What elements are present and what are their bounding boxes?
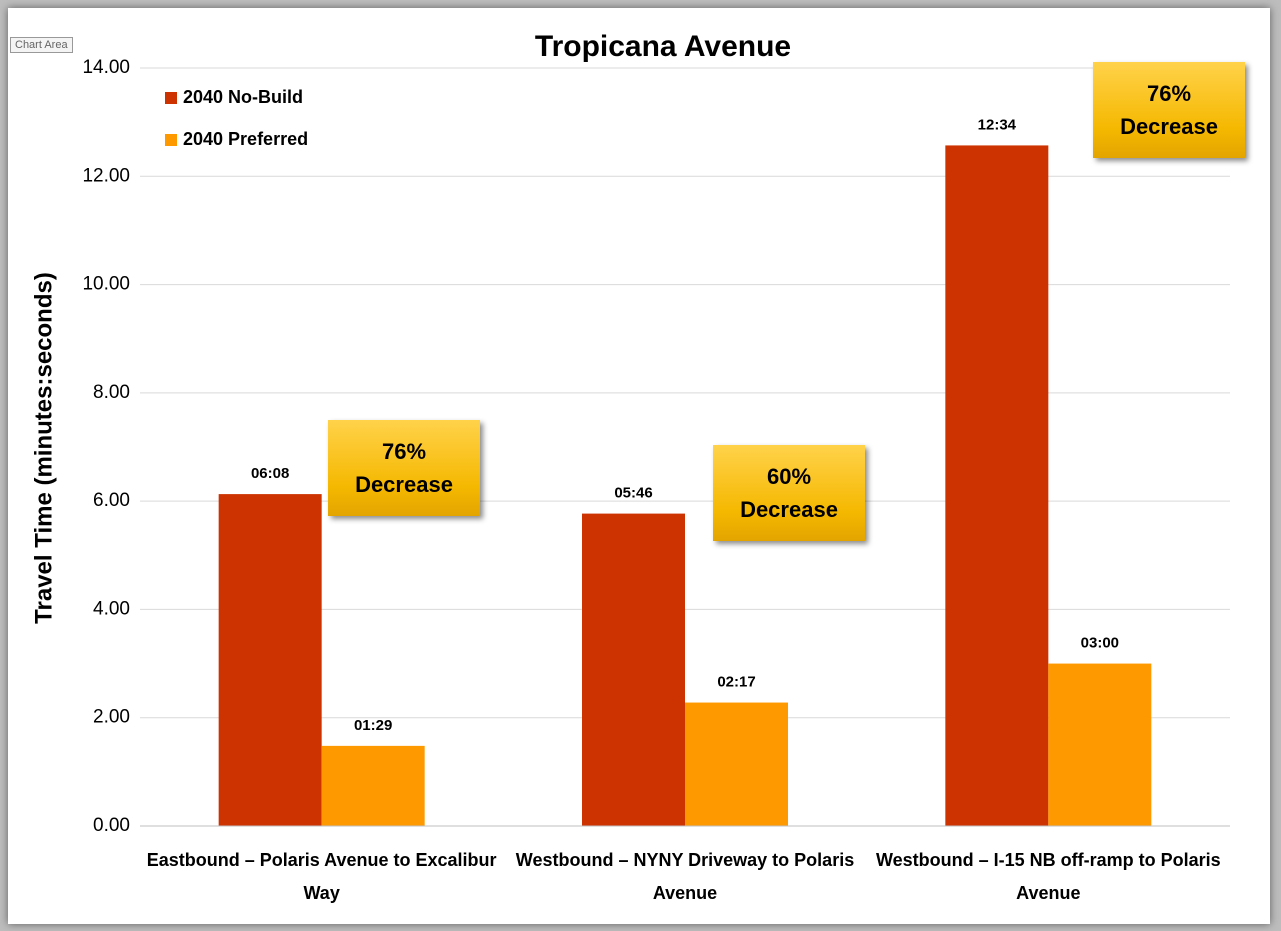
y-tick-label: 10.00	[82, 274, 130, 295]
y-tick-label: 12.00	[82, 165, 130, 186]
annotation: 60% Decrease	[713, 445, 865, 541]
y-tick-label: 14.00	[82, 57, 130, 78]
data-label: 06:08	[251, 465, 289, 482]
y-axis-label: Travel Time (minutes:seconds)	[30, 272, 57, 624]
x-tick-label: Westbound – I-15 NB off-ramp to Polaris …	[875, 850, 1221, 903]
annotation: 76% Decrease	[1093, 62, 1245, 158]
data-label: 03:00	[1081, 635, 1119, 652]
data-label: 01:29	[354, 717, 392, 734]
y-tick-label: 0.00	[93, 815, 130, 836]
bar	[582, 513, 685, 826]
legend-label: 2040 No-Build	[183, 87, 303, 107]
bar	[321, 745, 425, 826]
data-label: 02:17	[717, 674, 755, 691]
y-tick-label: 8.00	[93, 382, 130, 403]
chart-title: Tropicana Avenue	[535, 30, 791, 63]
bar	[685, 702, 788, 826]
legend-label: 2040 Preferred	[183, 129, 308, 149]
x-tick-label: Eastbound – Polaris Avenue to Excalibur …	[146, 850, 497, 903]
chart: Tropicana Avenue Travel Time (minutes:se…	[30, 30, 1230, 836]
annotation: 76% Decrease	[328, 420, 480, 516]
bar	[218, 494, 322, 826]
y-tick-label: 2.00	[93, 707, 130, 728]
chart-area: Tropicana Avenue Travel Time (minutes:se…	[8, 8, 1270, 924]
y-tick-label: 6.00	[93, 490, 130, 511]
legend-swatch	[165, 134, 177, 146]
x-tick-label: Westbound – NYNY Driveway to Polaris Ave…	[515, 850, 855, 903]
legend-swatch	[165, 92, 177, 104]
data-label: 05:46	[614, 485, 652, 502]
bar	[945, 145, 1049, 826]
tooltip: Chart Area	[10, 37, 73, 53]
data-label: 12:34	[978, 116, 1017, 133]
bar	[1048, 663, 1152, 826]
y-tick-label: 4.00	[93, 598, 130, 619]
